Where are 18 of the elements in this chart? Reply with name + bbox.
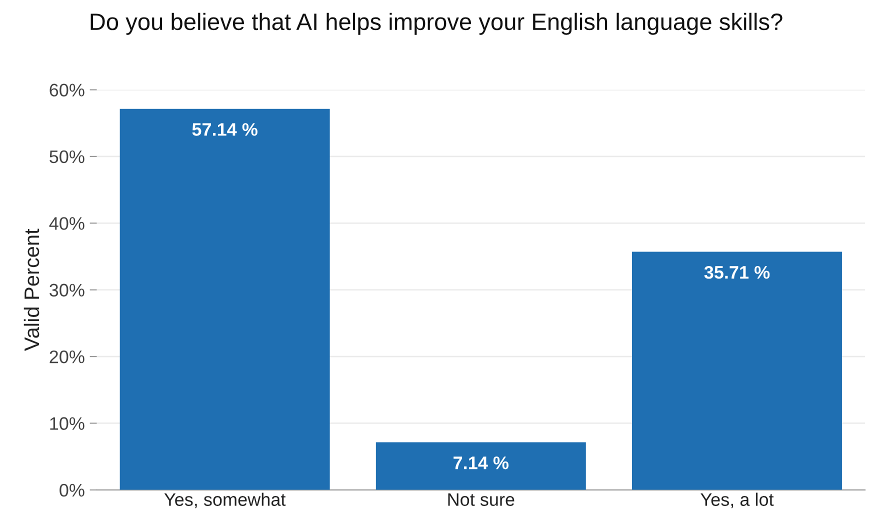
y-tick-label: 20%: [50, 350, 84, 364]
bar: [376, 442, 586, 490]
y-tick-label: 50%: [50, 150, 84, 164]
x-tick-label: Yes, somewhat: [164, 492, 286, 508]
y-tick-label: 40%: [49, 217, 84, 230]
bar: [632, 252, 842, 490]
y-tick-label: 10%: [50, 417, 84, 430]
y-tick-label: 30%: [50, 284, 84, 297]
y-tick-label: 0%: [60, 484, 84, 497]
x-tick-label: Not sure: [448, 493, 514, 506]
data-label: 57.14 %: [192, 123, 258, 136]
data-label: 7.14 %: [454, 456, 509, 470]
bar: [120, 108, 330, 490]
data-label: 35.71 %: [704, 266, 770, 279]
chart-title: Do you believe that AI helps improve your English language skills?: [90, 12, 782, 35]
y-tick-label: 60%: [50, 84, 84, 96]
y-axis-title: Valid Percent: [24, 228, 40, 351]
x-tick-label: Yes, a lot: [700, 492, 774, 508]
